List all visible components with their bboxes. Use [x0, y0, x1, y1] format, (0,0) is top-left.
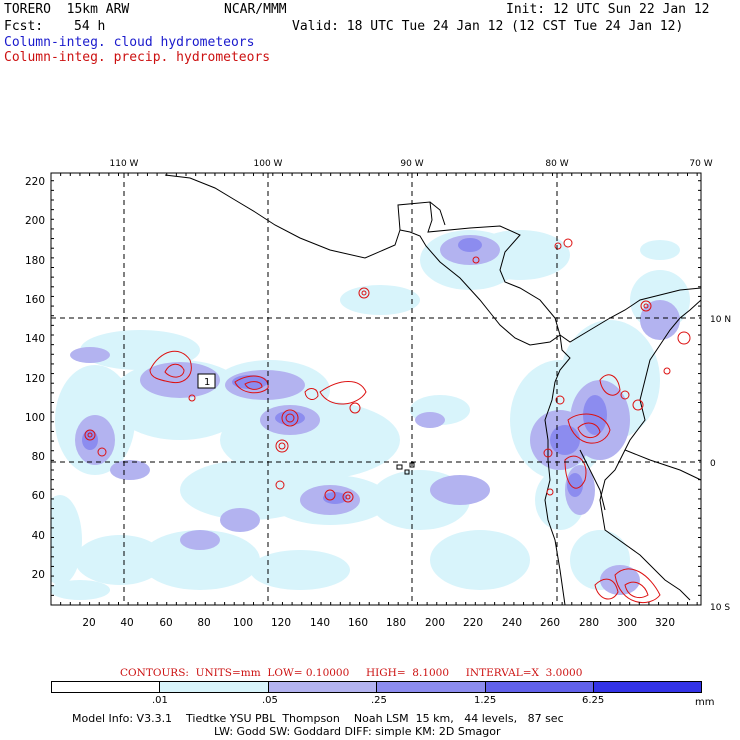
y-tick-label: 80: [32, 451, 45, 463]
y-tick-label: 20: [32, 569, 45, 581]
colorbar-label: 6.25: [582, 695, 605, 706]
lon-label-110w: 110 W: [110, 159, 139, 169]
y-tick-label: 100: [25, 412, 45, 424]
y-tick-label: 140: [25, 333, 45, 345]
x-tick-label: 180: [386, 617, 406, 629]
colorbar-segment: [268, 681, 376, 693]
y-tick-label: 180: [25, 255, 45, 267]
x-tick-label: 200: [425, 617, 445, 629]
model-title: TORERO 15km ARW: [4, 2, 130, 17]
coastlines: [164, 174, 702, 606]
lon-label-90w: 90 W: [400, 159, 423, 169]
x-tick-label: 240: [502, 617, 522, 629]
valid-time: Valid: 18 UTC Tue 24 Jan 12 (12 CST Tue …: [292, 19, 684, 34]
y-tick-label: 120: [25, 373, 45, 385]
lat-label-10s: 10 S: [710, 603, 730, 613]
y-tick-label: 200: [25, 215, 45, 227]
colorbar-label: .01: [152, 695, 168, 706]
colorbar-segment: [51, 681, 159, 693]
y-tick-label: 220: [25, 176, 45, 188]
colorbar-segment: [485, 681, 593, 693]
lon-label-70w: 70 W: [689, 159, 712, 169]
colorbar-segment: [159, 681, 268, 693]
lon-label-100w: 100 W: [254, 159, 283, 169]
model-info-line1: Model Info: V3.3.1 Tiedtke YSU PBL Thomp…: [72, 712, 564, 725]
colorbar-unit: mm: [695, 697, 715, 708]
cloud-field-title: Column-integ. cloud hydrometeors: [4, 35, 255, 50]
x-tick-label: 100: [233, 617, 253, 629]
colorbar-label: .05: [262, 695, 278, 706]
map-frame: [50, 172, 702, 606]
x-tick-label: 20: [82, 617, 95, 629]
x-tick-label: 260: [540, 617, 560, 629]
y-tick-label: 40: [32, 530, 45, 542]
x-axis-labels: 20 40 60 80 100 120 140 160 180 200 220 …: [82, 617, 675, 629]
x-tick-label: 320: [655, 617, 675, 629]
colorbar: [51, 681, 702, 693]
lat-label-10n: 10 N: [710, 315, 731, 325]
shaded-hydrometeors: [51, 230, 690, 600]
x-tick-label: 220: [463, 617, 483, 629]
x-tick-label: 160: [348, 617, 368, 629]
x-tick-label: 40: [120, 617, 133, 629]
axis-ticks: [50, 173, 701, 606]
colorbar-label: .25: [371, 695, 387, 706]
colorbar-segment: [376, 681, 485, 693]
lon-label-80w: 80 W: [545, 159, 568, 169]
precip-field-title: Column-integ. precip. hydrometeors: [4, 50, 271, 65]
y-tick-label: 60: [32, 490, 45, 502]
forecast-label: Fcst:: [4, 19, 44, 34]
precip-contours: [84, 238, 691, 603]
x-tick-label: 140: [310, 617, 330, 629]
forecast-hours: 54 h: [74, 19, 106, 34]
contour-label-box: [197, 373, 216, 389]
model-info-line2: LW: Godd SW: Goddard DIFF: simple KM: 2D…: [214, 725, 501, 738]
x-tick-label: 60: [159, 617, 172, 629]
x-tick-label: 300: [617, 617, 637, 629]
x-tick-label: 120: [271, 617, 291, 629]
contour-label-text: 1: [204, 377, 210, 388]
lat-label-0: 0: [710, 459, 716, 469]
colorbar-segment: [593, 681, 702, 693]
colorbar-label: 1.25: [474, 695, 497, 706]
contour-info: CONTOURS: UNITS=mm LOW= 0.10000 HIGH= 8.…: [120, 667, 583, 679]
init-time: Init: 12 UTC Sun 22 Jan 12: [506, 2, 710, 17]
x-tick-label: 280: [579, 617, 599, 629]
y-tick-label: 160: [25, 294, 45, 306]
x-tick-label: 80: [197, 617, 210, 629]
latlon-grid: [51, 173, 701, 605]
y-axis-labels: 220 200 180 160 140 120 100 80 60 40 20: [25, 176, 45, 581]
org-label: NCAR/MMM: [224, 2, 287, 17]
